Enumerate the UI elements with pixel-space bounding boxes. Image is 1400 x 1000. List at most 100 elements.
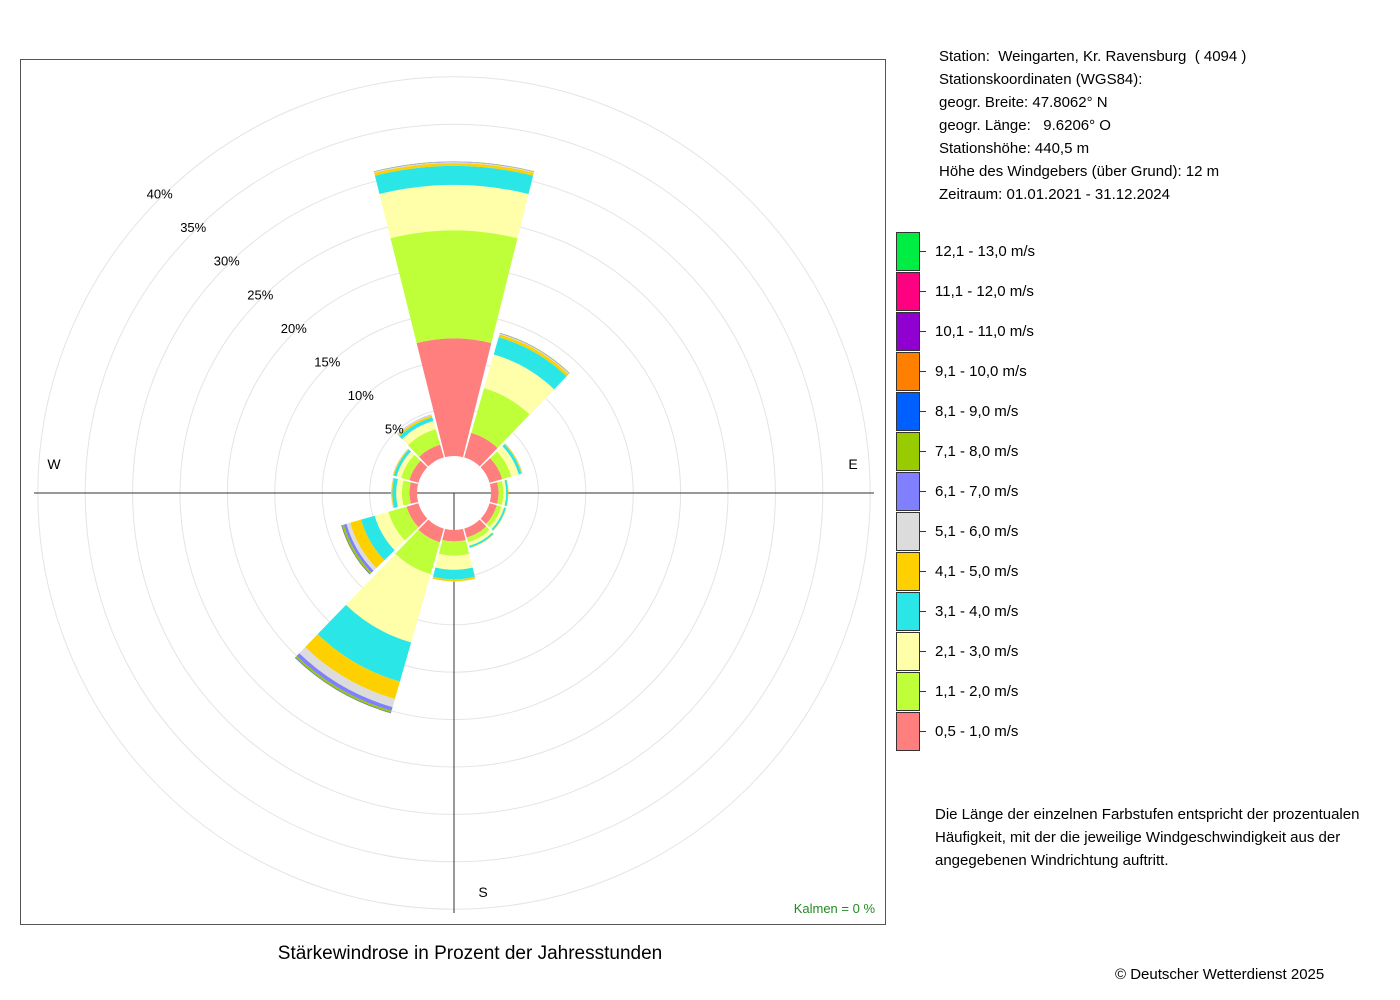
sector-dir330-class2	[407, 429, 441, 457]
legend-label: 2,1 - 3,0 m/s	[935, 643, 1019, 660]
sector-dir210-class2	[395, 529, 440, 575]
sector-dir180-class2	[438, 539, 470, 556]
legend-label: 5,1 - 6,0 m/s	[935, 523, 1019, 540]
sector-dir150-class1	[464, 519, 487, 538]
legend-swatch	[896, 472, 920, 511]
sector-dir0-class7	[373, 161, 535, 172]
sector-dir300-class4	[393, 449, 412, 477]
sector-dir0-class8	[373, 161, 535, 172]
wind-rose-chart: 5% 10% 15% 20% 25% 30% 35% 40% W E S Kalmen = 0 %	[34, 76, 876, 916]
legend-swatch	[896, 352, 920, 391]
sector-dir60-class4	[502, 444, 522, 475]
sector-dir210-class7	[296, 653, 393, 711]
calm-label: Kalmen = 0 %	[794, 901, 876, 916]
legend-label: 9,1 - 10,0 m/s	[935, 363, 1027, 380]
legend-swatch	[896, 392, 920, 431]
chart-title: Stärkewindrose in Prozent der Jahresstun…	[277, 943, 663, 964]
legend-tick	[920, 531, 926, 532]
legend-tick	[920, 411, 926, 412]
chart-frame: 5% 10% 15% 20% 25% 30% 35% 40% W E S Kalmen = 0 %	[20, 59, 886, 925]
explanation-note: Die Länge der einzelnen Farbstufen entsp…	[935, 806, 1360, 869]
sector-dir30-class5	[498, 334, 569, 377]
sector-dir240-class7	[343, 523, 374, 573]
legend-label: 7,1 - 8,0 m/s	[935, 443, 1019, 460]
sector-dir90-class1	[489, 482, 499, 504]
sector-dir0-class4	[374, 165, 534, 195]
legend-tick	[920, 371, 926, 372]
sector-dir180-class5	[432, 576, 476, 582]
sector-dir270-class3	[396, 479, 404, 507]
sector-dir180-class4	[433, 567, 475, 580]
legend-tick	[920, 651, 926, 652]
sector-dir0-class5	[374, 163, 534, 176]
sector-dir210-class6	[299, 647, 395, 708]
station-latitude: geogr. Breite: 47.8062° N	[939, 94, 1108, 111]
station-elevation: Stationshöhe: 440,5 m	[939, 140, 1090, 157]
sector-dir300-class3	[396, 451, 415, 478]
sector-dir30-class3	[484, 354, 555, 415]
sector-dir270-class6	[390, 477, 394, 509]
legend-tick	[920, 291, 926, 292]
sector-dir330-class4	[399, 417, 434, 440]
legend-label: 3,1 - 4,0 m/s	[935, 603, 1019, 620]
legend-tick	[920, 251, 926, 252]
legend-swatch	[896, 312, 920, 351]
radial-tick-label: 35%	[180, 220, 206, 235]
radial-tick-label: 15%	[314, 354, 340, 369]
sector-dir210-class5	[305, 634, 400, 699]
sector-dir210-class1	[418, 519, 444, 543]
legend-label: 10,1 - 11,0 m/s	[935, 323, 1034, 340]
anemometer-height: Höhe des Windgebers (über Grund): 12 m	[939, 163, 1220, 180]
compass-label-east: E	[848, 456, 857, 472]
legend-label: 12,1 - 13,0 m/s	[935, 243, 1036, 260]
sector-dir120-class4	[491, 507, 506, 531]
legend-swatch	[896, 592, 920, 631]
sector-dir240-class1	[406, 503, 428, 528]
sector-dir60-class3	[496, 446, 519, 477]
sector-dir60-class5	[504, 443, 523, 474]
sector-dir30-class1	[464, 432, 498, 467]
sector-dir120-class2	[486, 505, 502, 528]
sector-dir30-class2	[471, 388, 530, 448]
sector-dir270-class2	[401, 480, 411, 506]
radial-tick-label: 5%	[385, 421, 404, 436]
legend-label: 6,1 - 7,0 m/s	[935, 483, 1019, 500]
sector-dir240-class3	[374, 511, 405, 551]
sector-dir180-class3	[435, 553, 473, 570]
sector-dir120-class1	[480, 503, 497, 524]
sector-dir0-class1	[416, 338, 492, 458]
legend-tick	[920, 331, 926, 332]
sector-dir210-class4	[317, 604, 412, 682]
legend-swatch	[896, 672, 920, 711]
sector-dir180-class1	[442, 528, 466, 542]
sector-dir0-class2	[390, 230, 518, 344]
legend-swatch	[896, 632, 920, 671]
sector-dir330-class1	[419, 444, 444, 467]
legend-tick	[920, 491, 926, 492]
sector-dir90-class5	[506, 479, 509, 507]
legend-label: 0,5 - 1,0 m/s	[935, 723, 1019, 740]
sector-dir210-class3	[345, 553, 431, 643]
sector-dir0-class3	[379, 184, 529, 239]
station-longitude: geogr. Länge: 9.6206° O	[939, 117, 1111, 134]
radial-tick-label: 10%	[348, 388, 374, 403]
radial-tick-label: 25%	[247, 287, 273, 302]
sector-dir90-class4	[504, 479, 509, 507]
sector-dir240-class8	[341, 524, 372, 575]
sector-dir120-class3	[489, 506, 505, 530]
station-info: Station: Weingarten, Kr. Ravensburg ( 40…	[939, 45, 1246, 206]
sector-dir240-class6	[346, 522, 377, 571]
radial-tick-label: 30%	[214, 254, 240, 269]
sector-dir300-class5	[392, 448, 409, 476]
sector-dir240-class4	[361, 515, 395, 561]
legend-label: 4,1 - 5,0 m/s	[935, 563, 1019, 580]
legend-swatch	[896, 552, 920, 591]
sector-dir330-class3	[401, 420, 436, 446]
legend-swatch	[896, 712, 920, 751]
sector-dir60-class2	[490, 451, 512, 480]
radial-tick-label: 20%	[281, 321, 307, 336]
legend-label: 1,1 - 2,0 m/s	[935, 683, 1019, 700]
sector-dir30-class4	[493, 337, 567, 390]
sector-dir270-class5	[391, 477, 395, 509]
legend-tick	[920, 611, 926, 612]
